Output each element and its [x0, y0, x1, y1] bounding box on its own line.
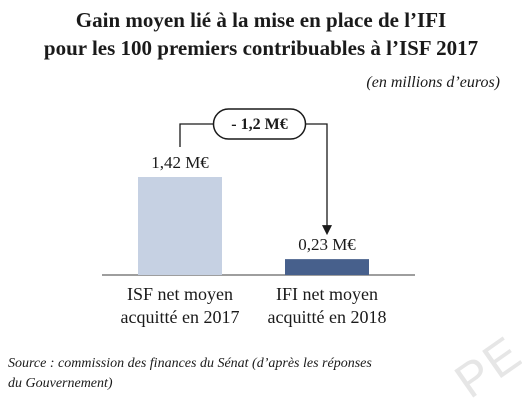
- source-note: Source : commission des finances du Séna…: [8, 354, 513, 394]
- category-label-1-line-1: ISF net moyen: [127, 284, 233, 304]
- source-line-2: du Gouvernement): [8, 376, 113, 391]
- category-label-2-line-2: acquitté en 2018: [268, 307, 387, 327]
- chart-title: Gain moyen lié à la mise en place de l’I…: [0, 6, 522, 62]
- difference-label: - 1,2 M€: [231, 116, 287, 133]
- category-label-2-line-1: IFI net moyen: [276, 284, 378, 304]
- data-label-1: 1,42 M€: [151, 153, 209, 172]
- category-label-1-line-2: acquitté en 2017: [121, 307, 240, 327]
- bar-2: [285, 259, 369, 275]
- unit-label: (en millions d’euros): [366, 74, 500, 91]
- source-line-1: Source : commission des finances du Séna…: [8, 356, 372, 371]
- data-label-2: 0,23 M€: [298, 235, 356, 254]
- chart-title-line-2: pour les 100 premiers contribuables à l’…: [43, 36, 479, 60]
- chart-title-line-1: Gain moyen lié à la mise en place de l’I…: [75, 8, 447, 32]
- bar-1: [138, 177, 222, 275]
- difference-badge: [212, 108, 307, 140]
